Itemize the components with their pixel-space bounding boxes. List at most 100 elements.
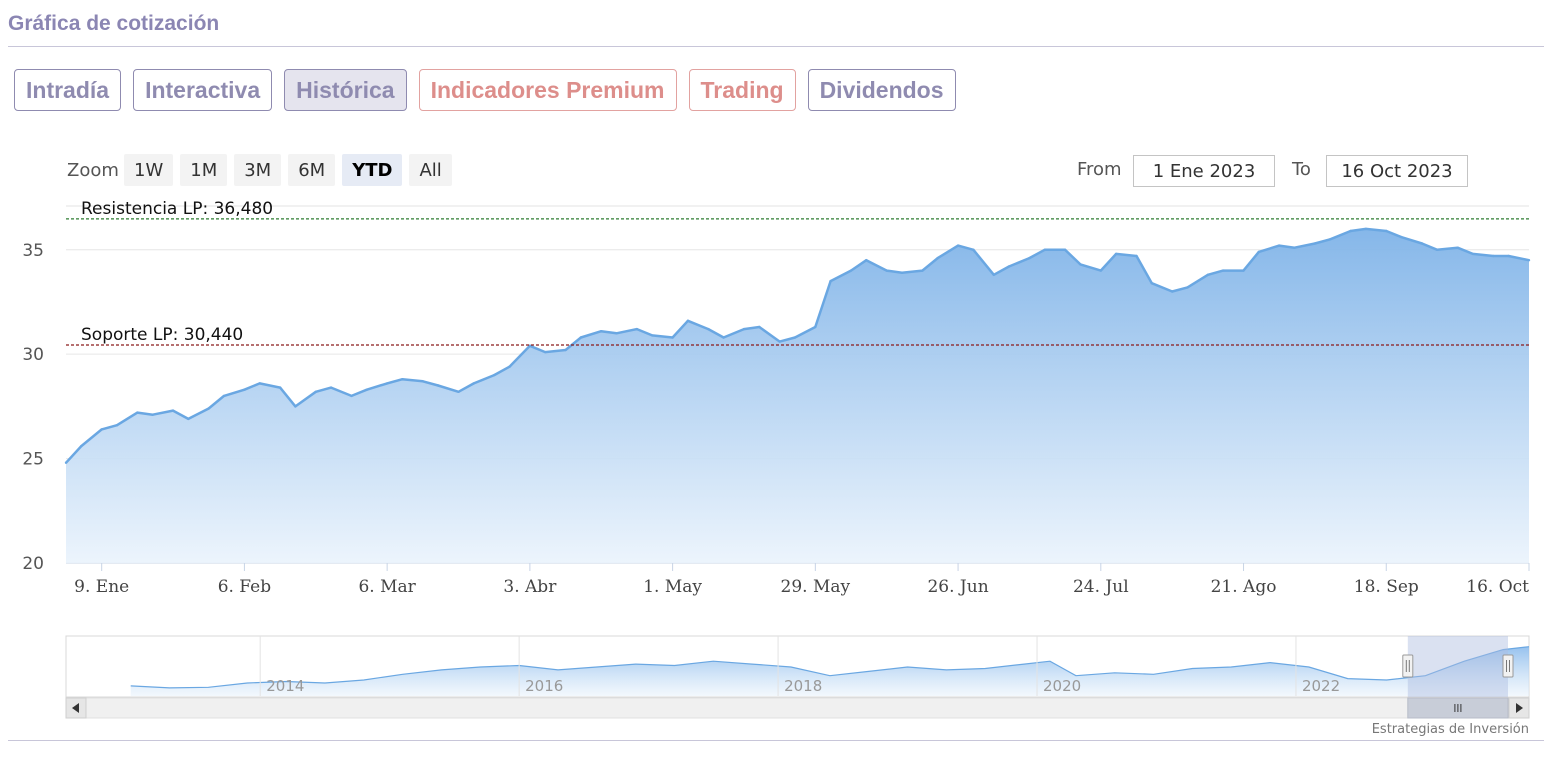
x-tick-label: 21. Ago	[1211, 577, 1277, 597]
zoom-ytd-button[interactable]: YTD	[342, 154, 403, 186]
data-point	[1186, 286, 1189, 289]
data-point	[115, 424, 119, 427]
scrollbar-track[interactable]	[65, 697, 1530, 719]
data-point	[1007, 265, 1011, 268]
data-point	[1028, 256, 1031, 260]
tab-dividendos[interactable]: Dividendos	[807, 69, 956, 111]
x-tick-label: 26. Jun	[927, 577, 988, 597]
data-point	[329, 386, 333, 389]
data-point	[278, 386, 282, 389]
navigator-handles[interactable]	[1402, 654, 1514, 678]
data-point	[421, 380, 424, 383]
navigator-selection[interactable]	[1407, 636, 1508, 697]
tab-interactiva[interactable]: Interactiva	[133, 69, 273, 111]
navigator-axis: 2014 2016 2018 2020 2022	[259, 636, 1340, 696]
data-point	[294, 405, 297, 408]
zoom-label: Zoom	[67, 160, 119, 181]
data-point	[528, 344, 532, 347]
data-point	[1456, 246, 1459, 249]
data-point	[635, 327, 639, 331]
data-point	[1063, 248, 1067, 251]
data-point	[936, 256, 939, 260]
data-point	[1150, 282, 1154, 285]
range-to-label: To	[1292, 159, 1311, 180]
data-point	[1527, 259, 1531, 262]
tab-historica[interactable]: Histórica	[284, 69, 407, 111]
x-tick-label: 3. Abr	[503, 577, 557, 597]
y-tick-label: 25	[22, 450, 44, 470]
credit-label[interactable]: Estrategias de Inversión	[1372, 722, 1529, 737]
navigator-tick-label: 2014	[266, 677, 304, 695]
data-point	[1206, 273, 1210, 276]
tab-intradia[interactable]: Intradía	[14, 69, 122, 111]
data-point	[1385, 229, 1388, 233]
data-point	[64, 461, 68, 464]
data-point	[564, 348, 567, 352]
navigator-tick-label: 2022	[1302, 677, 1340, 695]
data-point	[136, 411, 139, 414]
range-from-label: From	[1077, 159, 1122, 180]
data-point	[579, 336, 583, 339]
x-tick-label: 6. Mar	[358, 577, 416, 597]
data-point	[472, 382, 475, 385]
x-tick-label: 29. May	[781, 577, 851, 597]
navigator-line	[130, 646, 1530, 689]
data-point	[243, 388, 246, 391]
navigator-tick-label: 2016	[525, 677, 563, 695]
data-point	[972, 248, 975, 251]
data-point	[314, 390, 317, 393]
x-axis: 9. Ene 6. Feb 6. Mar 3. Abr 1. May 29. May 26.…	[74, 563, 1530, 597]
data-point	[1043, 248, 1046, 251]
navigator-area-fill	[130, 646, 1530, 696]
page-title: Gráfica de cotización	[8, 12, 220, 35]
zoom-6m-button[interactable]: 6M	[288, 154, 336, 186]
arrow-left-icon	[72, 703, 79, 713]
x-tick-label: 16. Oct	[1466, 577, 1529, 597]
chart-type-tabs: Intradía Interactiva Histórica Indicador…	[14, 69, 956, 111]
series-area	[64, 227, 1531, 563]
data-point	[778, 340, 781, 343]
data-point	[1114, 252, 1118, 256]
data-point	[401, 378, 404, 381]
reference-line-label: Resistencia LP: 36,480	[81, 199, 273, 219]
data-point	[1436, 248, 1439, 251]
title-divider	[8, 46, 1544, 47]
data-point	[207, 407, 210, 410]
zoom-1m-button[interactable]: 1M	[180, 154, 228, 186]
zoom-1w-button[interactable]: 1W	[124, 154, 174, 186]
data-point	[436, 384, 440, 387]
y-tick-label: 35	[22, 241, 44, 261]
data-point	[1257, 250, 1261, 254]
data-point	[171, 409, 175, 412]
data-point	[686, 319, 690, 322]
x-tick-label: 6. Feb	[218, 577, 272, 597]
data-point	[707, 327, 710, 331]
y-tick-label: 30	[22, 345, 44, 365]
data-point	[900, 271, 904, 274]
data-point	[508, 365, 511, 368]
arrow-right-icon	[1516, 703, 1523, 713]
range-from-input[interactable]: 1 Ene 2023	[1133, 155, 1275, 187]
data-point	[1329, 238, 1332, 241]
data-point	[1278, 244, 1281, 247]
data-point	[350, 394, 353, 398]
navigator-handle	[1402, 654, 1414, 678]
data-point	[722, 336, 725, 339]
zoom-3m-button[interactable]: 3M	[234, 154, 282, 186]
x-tick-label: 1. May	[643, 577, 702, 597]
data-point	[222, 394, 226, 398]
range-to-input[interactable]: 16 Oct 2023	[1326, 155, 1468, 187]
y-tick-label: 20	[22, 554, 44, 574]
data-point	[1313, 242, 1317, 245]
scrollbar[interactable]	[65, 697, 1530, 719]
data-point	[1171, 290, 1174, 293]
data-point	[865, 259, 868, 262]
zoom-all-button[interactable]: All	[409, 154, 452, 186]
data-point	[365, 388, 368, 391]
tab-indicadores-premium[interactable]: Indicadores Premium	[418, 69, 677, 111]
data-point	[814, 325, 817, 329]
tab-trading[interactable]: Trading	[688, 69, 796, 111]
data-point	[457, 390, 460, 393]
data-point	[1349, 229, 1352, 233]
